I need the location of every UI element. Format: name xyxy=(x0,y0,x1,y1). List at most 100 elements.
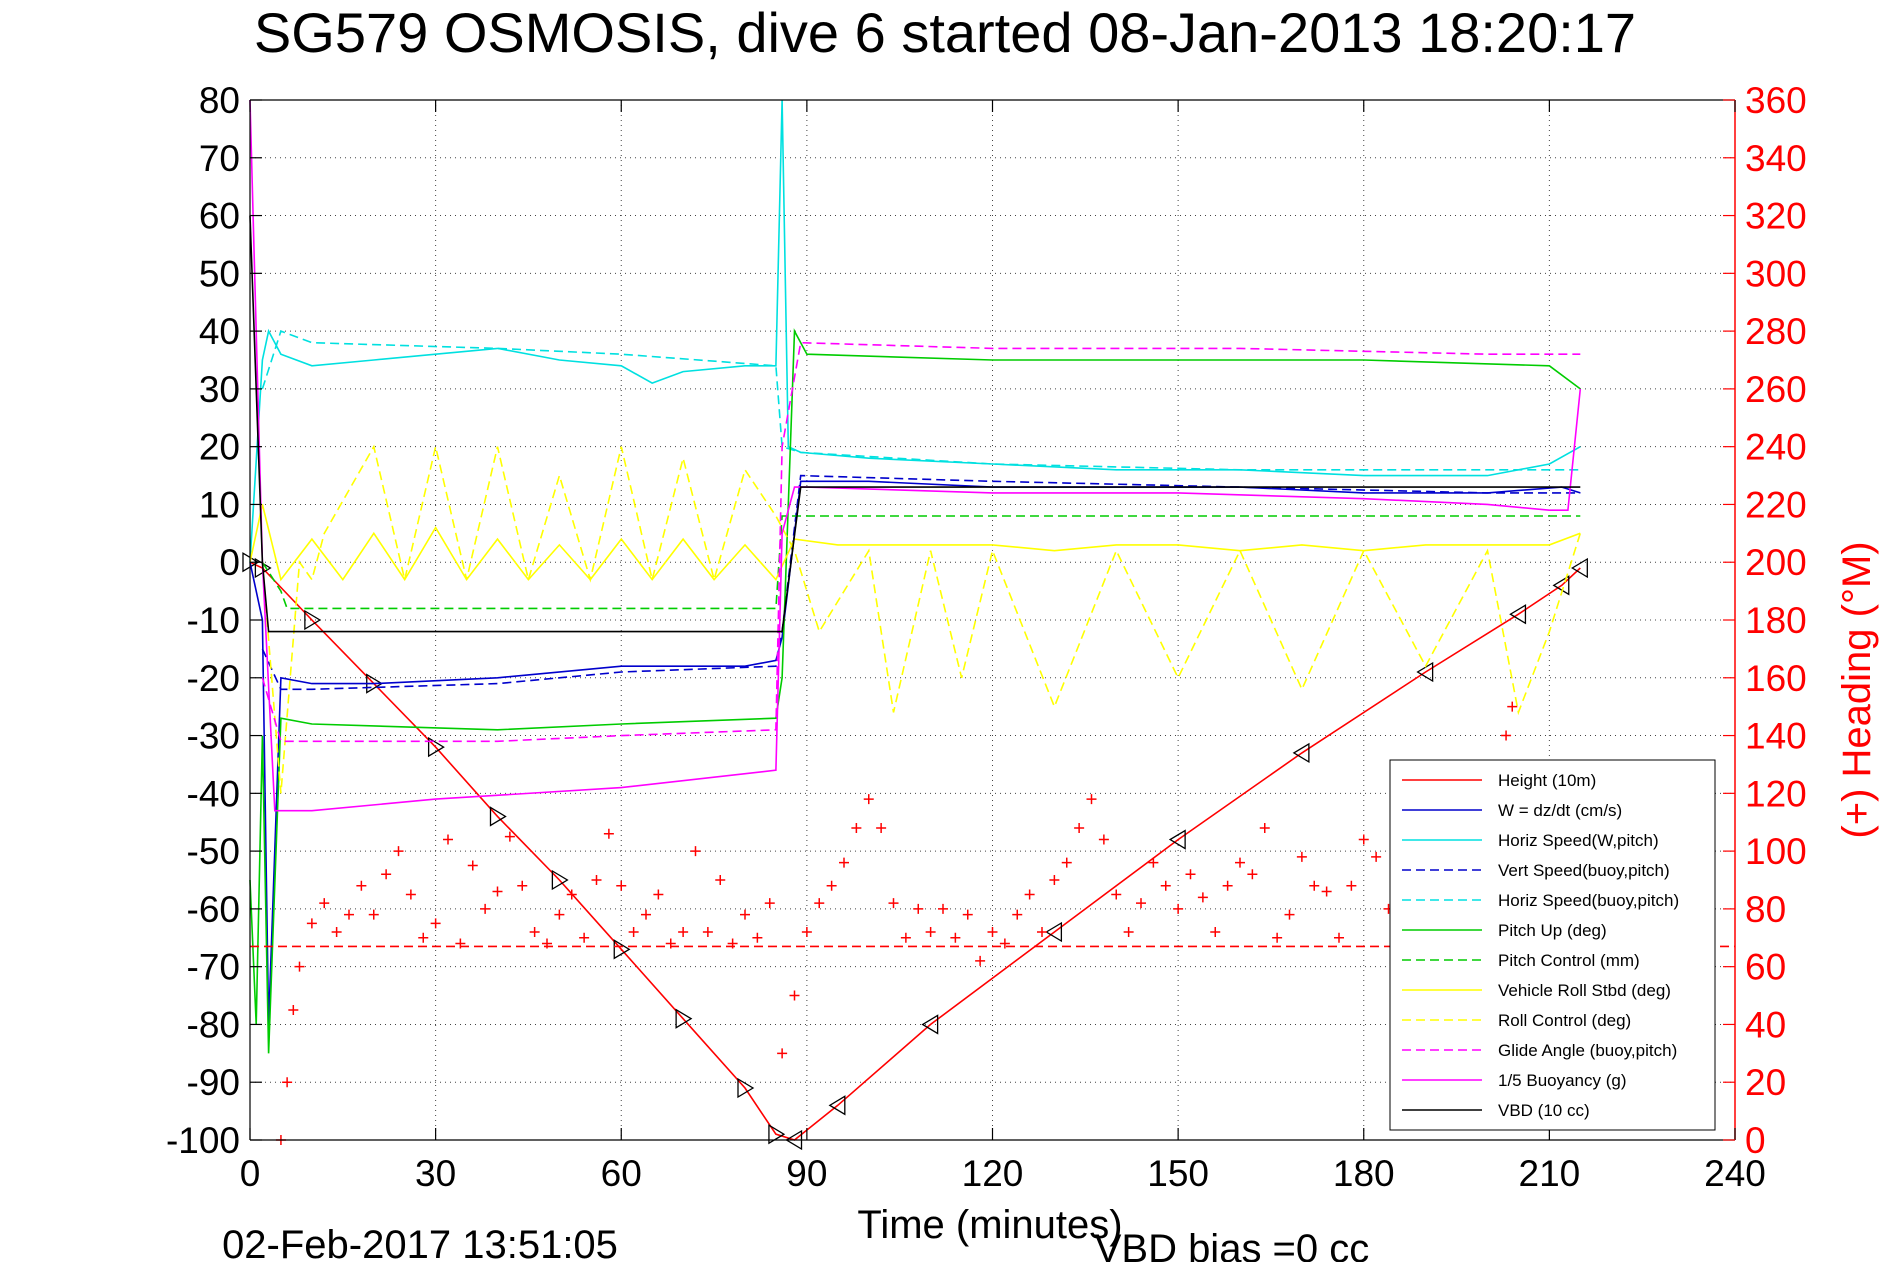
heading-point xyxy=(1358,834,1369,845)
heading-point xyxy=(288,1005,299,1015)
y-tick-label-left: 50 xyxy=(199,253,240,294)
y-tick-label-left: 30 xyxy=(199,369,240,410)
heading-point xyxy=(839,857,849,868)
y-tick-label-right: 340 xyxy=(1745,138,1807,179)
legend-label: Glide Angle (buoy,pitch) xyxy=(1498,1041,1677,1060)
heading-point xyxy=(356,880,367,891)
chart-title: SG579 OSMOSIS, dive 6 started 08-Jan-201… xyxy=(254,1,1636,64)
timestamp: 02-Feb-2017 13:51:05 xyxy=(222,1223,618,1262)
height-marker xyxy=(828,1095,846,1116)
heading-point xyxy=(1148,857,1159,868)
y-tick-label-right: 140 xyxy=(1745,716,1807,757)
heading-point xyxy=(566,889,577,900)
heading-point xyxy=(1160,880,1171,891)
heading-point xyxy=(876,823,887,833)
x-tick-label: 150 xyxy=(1147,1153,1209,1194)
series-group xyxy=(261,330,1581,471)
heading-point xyxy=(653,889,664,900)
height-marker xyxy=(675,1008,693,1029)
heading-point xyxy=(579,932,590,943)
heading-point xyxy=(814,898,825,909)
heading-point xyxy=(591,875,602,885)
heading-point xyxy=(480,903,491,914)
y-tick-label-right: 280 xyxy=(1745,311,1807,352)
axes: 0 30 60 90 120 150 180 210 240-100-90-80-70-60-5… xyxy=(166,80,1807,1194)
heading-point xyxy=(1012,909,1023,920)
y-tick-label-left: -60 xyxy=(187,889,240,930)
heading-point xyxy=(1296,851,1307,862)
y-tick-label-left: -90 xyxy=(187,1062,240,1103)
y-tick-label-right: 360 xyxy=(1745,80,1807,121)
heading-point xyxy=(962,909,973,920)
y-tick-label-right: 220 xyxy=(1745,484,1807,525)
y-tick-label-left: 20 xyxy=(199,427,240,468)
heading-point xyxy=(1061,857,1072,868)
series-group xyxy=(261,515,1581,610)
y-tick-label-left: -50 xyxy=(187,831,240,872)
heading-point xyxy=(405,889,416,900)
heading-point xyxy=(987,927,998,937)
heading-point xyxy=(777,1048,788,1059)
legend-label: VBD (10 cc) xyxy=(1498,1101,1590,1120)
heading-point xyxy=(1098,834,1109,845)
legend-label: Roll Control (deg) xyxy=(1498,1011,1631,1030)
heading-point xyxy=(603,828,614,839)
heading-point xyxy=(690,846,701,857)
heading-point xyxy=(1259,823,1270,833)
height-marker xyxy=(304,609,322,631)
height-marker xyxy=(1416,661,1434,683)
x-tick-label: 0 xyxy=(240,1153,261,1194)
height-marker xyxy=(768,1124,786,1145)
heading-point xyxy=(492,886,503,897)
heading-point xyxy=(1037,927,1047,937)
legend-label: Height (10m) xyxy=(1498,771,1596,790)
y-tick-label-left: 10 xyxy=(199,484,240,525)
plot-series xyxy=(242,99,1735,1151)
series-group xyxy=(261,341,1581,743)
heading-point xyxy=(517,880,528,891)
height-marker xyxy=(1571,557,1588,579)
legend-label: Vert Speed(buoy,pitch) xyxy=(1498,861,1670,880)
height-marker xyxy=(737,1077,755,1099)
legend-box xyxy=(1389,759,1716,1131)
heading-point xyxy=(641,909,651,920)
heading-point xyxy=(1049,875,1060,885)
y-tick-label-left: -40 xyxy=(187,773,240,814)
y-tick-label-left: -30 xyxy=(187,716,240,757)
heading-point xyxy=(319,898,330,909)
heading-point xyxy=(294,961,305,972)
heading-point xyxy=(1272,932,1283,943)
heading-point xyxy=(1235,857,1245,868)
heading-point xyxy=(1334,932,1344,943)
y-tick-label-right: 60 xyxy=(1745,947,1786,988)
heading-point xyxy=(1222,880,1233,891)
heading-point xyxy=(1024,889,1035,900)
heading-point xyxy=(393,846,404,857)
series-line xyxy=(249,99,1582,812)
heading-point xyxy=(1507,701,1518,712)
y-tick-label-right: 200 xyxy=(1745,542,1807,583)
heading-point xyxy=(1210,927,1221,937)
heading-point xyxy=(851,823,862,833)
heading-point xyxy=(863,794,874,805)
y-tick-label-right: 180 xyxy=(1745,600,1807,641)
legend-label: Horiz Speed(buoy,pitch) xyxy=(1498,891,1679,910)
heading-point xyxy=(764,898,775,909)
legend-label: W = dz/dt (cm/s) xyxy=(1498,801,1622,820)
heading-point xyxy=(913,903,924,914)
heading-point xyxy=(1371,851,1382,862)
legend-label: 1/5 Buoyancy (g) xyxy=(1498,1071,1627,1090)
heading-point xyxy=(443,834,453,845)
heading-point xyxy=(616,880,627,891)
x-tick-label: 180 xyxy=(1333,1153,1395,1194)
heading-point xyxy=(938,903,948,914)
heading-point xyxy=(554,909,565,920)
y-tick-label-right: 300 xyxy=(1745,253,1807,294)
series-line xyxy=(249,504,1581,582)
heading-point xyxy=(467,860,478,871)
heading-point xyxy=(888,898,899,909)
heading-point xyxy=(950,932,961,943)
x-axis-label: Time (minutes) xyxy=(857,1203,1122,1247)
x-tick-label: 30 xyxy=(415,1153,456,1194)
